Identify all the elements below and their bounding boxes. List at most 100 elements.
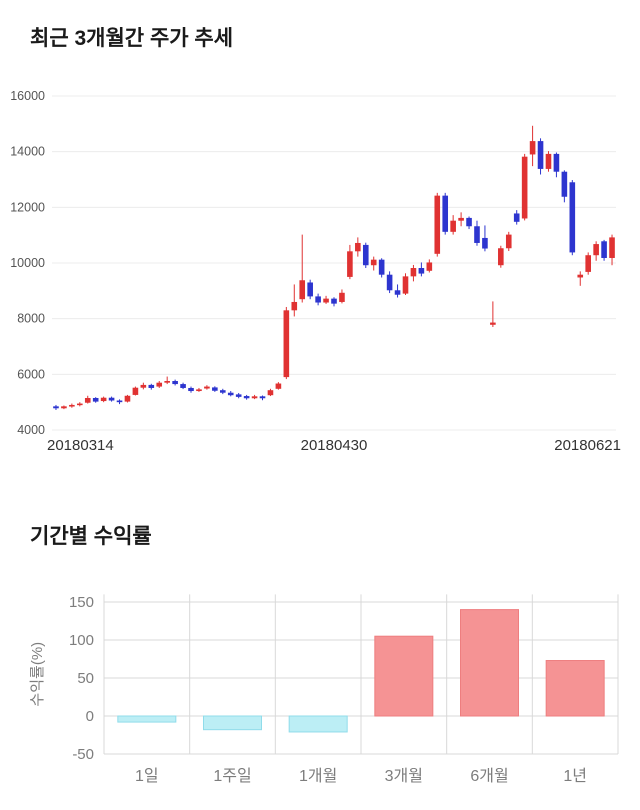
candle-body <box>450 220 456 232</box>
candle-body <box>474 226 480 243</box>
candle-body <box>100 397 107 402</box>
x-tick-label: 20180430 <box>301 437 368 454</box>
x-category-label: 1개월 <box>299 767 337 785</box>
candle-body <box>601 241 607 258</box>
candle-body <box>402 276 409 294</box>
return-bar-positive <box>374 635 434 717</box>
candle-body <box>164 381 170 383</box>
x-tick-label: 20180621 <box>554 437 621 454</box>
candle-body <box>593 244 599 256</box>
candle-body <box>466 217 472 227</box>
candle-body <box>227 392 234 396</box>
candle-body <box>235 394 242 397</box>
y-tick-label: 14000 <box>10 145 45 159</box>
candle-body <box>204 386 210 389</box>
candle-body <box>331 298 337 304</box>
candle-body <box>482 237 488 249</box>
candle-body <box>370 259 377 266</box>
return-bar-negative <box>203 715 262 731</box>
candle-body <box>521 156 528 219</box>
candle-body <box>426 262 433 271</box>
candle-body <box>347 251 353 277</box>
candle-body <box>442 195 449 232</box>
candle-body <box>418 268 425 274</box>
candle-body <box>148 384 155 388</box>
candle-body <box>77 403 83 406</box>
candle-body <box>61 406 67 409</box>
candle-body <box>386 274 393 291</box>
candle-body <box>84 397 91 403</box>
candle-body <box>212 387 218 391</box>
y-tick-label: 50 <box>77 670 94 687</box>
y-tick-label: 6000 <box>17 367 45 381</box>
candle-body <box>156 382 163 387</box>
candle-body <box>69 404 75 407</box>
candle-body <box>505 234 512 249</box>
candle-body <box>434 195 441 254</box>
candle-body <box>108 397 115 401</box>
candle-body <box>53 406 59 409</box>
candle-body <box>307 282 313 297</box>
x-category-label: 6개월 <box>470 767 508 785</box>
candle-body <box>291 301 298 311</box>
y-axis-label: 수익률(%) <box>29 642 46 707</box>
candle-body <box>529 141 536 155</box>
candle-body <box>275 383 282 389</box>
candle-body <box>585 255 591 272</box>
candle-body <box>267 390 274 396</box>
candle-body <box>180 384 186 388</box>
y-tick-label: -50 <box>72 746 94 763</box>
candle-body <box>537 141 544 169</box>
x-category-label: 3개월 <box>385 767 423 785</box>
candle-body <box>545 153 552 169</box>
candle-body <box>132 387 139 395</box>
x-category-label: 1년 <box>563 767 587 785</box>
x-tick-label: 20180314 <box>47 437 114 454</box>
candle-body <box>124 395 131 402</box>
y-tick-label: 16000 <box>10 89 45 103</box>
candle-body <box>569 182 576 253</box>
x-category-label: 1일 <box>135 767 159 785</box>
candle-body <box>140 384 147 388</box>
return-bar-positive <box>545 660 605 717</box>
returns-chart-title: 기간별 수익률 <box>30 525 152 548</box>
candle-body <box>577 274 584 278</box>
y-tick-label: 8000 <box>17 312 45 326</box>
candle-body <box>362 244 369 266</box>
return-bar-negative <box>288 715 348 733</box>
y-tick-label: 10000 <box>10 256 45 270</box>
candle-body <box>299 280 306 300</box>
candle-body <box>283 310 290 378</box>
candle-body <box>116 400 123 403</box>
candle-body <box>188 387 194 392</box>
candle-body <box>251 396 258 399</box>
candle-body <box>490 322 496 325</box>
candle-body <box>259 396 266 399</box>
candle-body <box>339 292 345 302</box>
y-tick-label: 100 <box>69 632 94 649</box>
returns-bar-chart: 150 100 50 0 -50 1일 1주일 1개월 3개월 6개월 1년 수익률(%) <box>29 594 619 785</box>
candle-body <box>219 390 226 393</box>
return-bar-negative <box>117 715 177 723</box>
candle-body <box>498 248 504 266</box>
candle-body <box>323 298 329 303</box>
candle-body <box>92 397 99 402</box>
candle-body <box>243 396 250 399</box>
candle-body <box>315 296 321 303</box>
candle-body <box>378 259 385 275</box>
candle-body <box>394 290 401 295</box>
candle-body <box>561 171 568 197</box>
candle-body <box>553 153 560 172</box>
x-category-label: 1주일 <box>213 767 251 785</box>
candle-body <box>355 242 361 252</box>
return-bar-positive <box>460 609 519 717</box>
candle-body <box>458 217 464 221</box>
y-tick-label: 4000 <box>17 423 45 437</box>
price-candlestick-chart: 16000 14000 12000 10000 8000 6000 400020180314… <box>10 89 621 454</box>
y-tick-label: 150 <box>69 594 94 611</box>
candle-body <box>196 389 202 392</box>
candle-body <box>172 381 178 385</box>
price-chart-title: 최근 3개월간 주가 추세 <box>30 27 234 50</box>
candle-body <box>410 268 417 277</box>
y-tick-label: 0 <box>86 708 94 725</box>
